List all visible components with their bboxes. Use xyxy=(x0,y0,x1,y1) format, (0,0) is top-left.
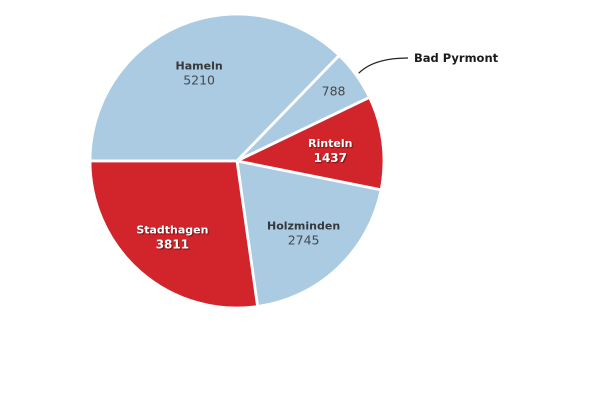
slice-label-rinteln: Rinteln xyxy=(308,137,352,150)
slice-value-rinteln: 1437 xyxy=(314,151,347,165)
slice-label-stadthagen: Stadthagen xyxy=(136,223,208,236)
slice-value-holzminden: 2745 xyxy=(288,233,320,248)
slice-value-hameln: 5210 xyxy=(183,73,215,88)
pie-slice-holzminden xyxy=(235,159,383,308)
pie-slice-rinteln xyxy=(235,95,386,192)
slice-value-bad-pyrmont: 788 xyxy=(322,83,346,98)
pie-slice-stadthagen xyxy=(88,159,260,310)
slice-label-hameln: Hameln xyxy=(176,60,223,73)
slice-label-holzminden: Holzminden xyxy=(267,220,340,233)
annotation-leader-line xyxy=(358,57,409,74)
annotation-label-bad-pyrmont: Bad Pyrmont xyxy=(414,51,499,65)
pie-slice-hameln xyxy=(88,12,341,163)
slice-value-stadthagen: 3811 xyxy=(156,237,189,251)
